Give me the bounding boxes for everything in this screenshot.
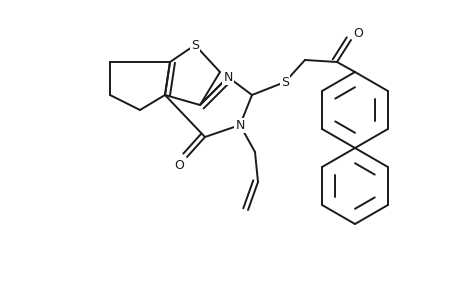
Text: S: S	[280, 76, 288, 88]
Text: N: N	[223, 70, 232, 83]
Text: O: O	[174, 158, 184, 172]
Text: N: N	[235, 118, 244, 131]
Text: O: O	[353, 26, 362, 40]
Text: S: S	[190, 38, 199, 52]
